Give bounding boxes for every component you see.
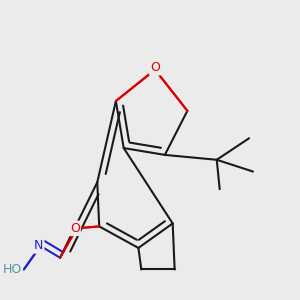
Text: O: O [70, 222, 80, 235]
Text: O: O [150, 61, 160, 74]
Text: N: N [34, 239, 43, 253]
Text: HO: HO [3, 263, 22, 276]
